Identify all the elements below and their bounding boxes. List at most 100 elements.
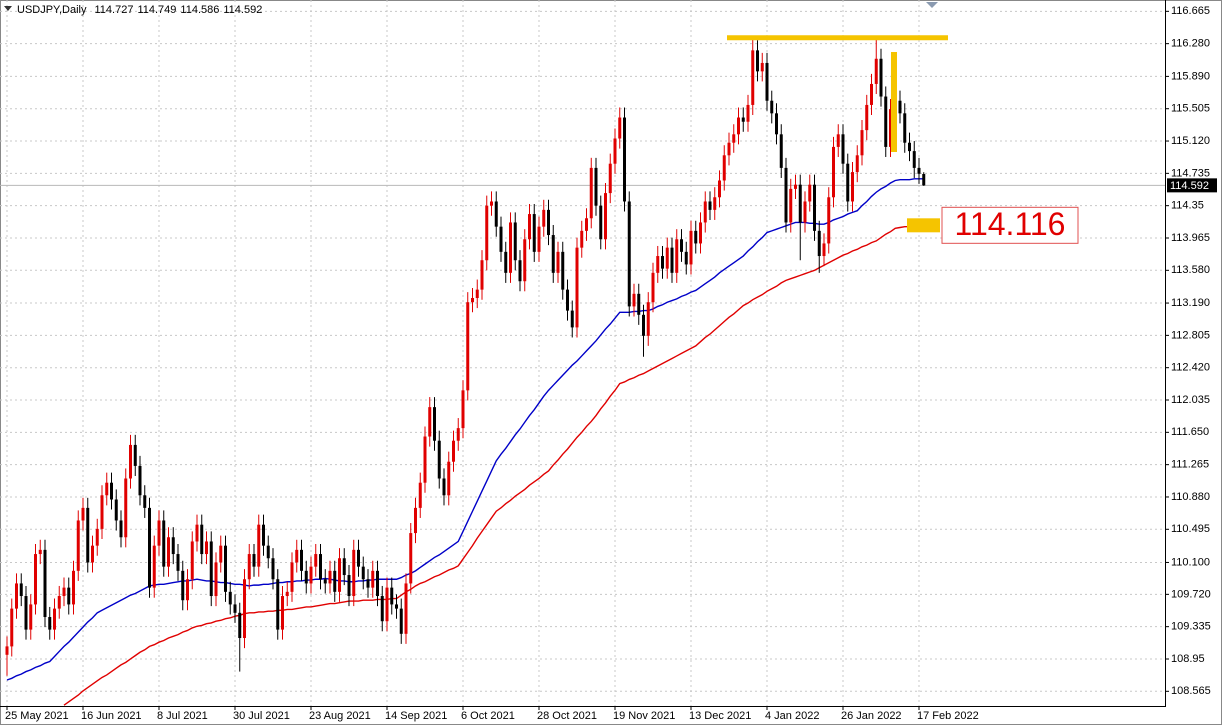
- y-tick-label: 113.190: [1171, 297, 1210, 309]
- candle-body: [43, 549, 47, 618]
- candle-body: [670, 247, 674, 273]
- candle-body: [646, 302, 650, 336]
- candle-body: [72, 570, 75, 605]
- header-open: 114.727: [95, 4, 134, 16]
- candle-body: [874, 58, 878, 84]
- x-tick-label: 25 May 2021: [5, 710, 69, 722]
- candle-body: [257, 524, 261, 567]
- candle-body: [148, 507, 151, 588]
- candle-body: [917, 167, 921, 174]
- candle-body: [884, 96, 888, 147]
- candle-body: [756, 50, 759, 72]
- candle-body: [732, 134, 736, 143]
- candle-body: [889, 109, 892, 147]
- candle-body: [547, 209, 550, 236]
- candle-body: [62, 587, 66, 597]
- candle-body: [100, 495, 104, 529]
- x-tick-label: 26 Jan 2022: [841, 710, 902, 722]
- candle-body: [637, 293, 641, 315]
- candle-body: [499, 226, 503, 252]
- grid: [0, 0, 1165, 706]
- candle-body: [342, 558, 346, 576]
- candle-body: [262, 524, 265, 546]
- x-tick-label: 16 Jun 2021: [81, 710, 142, 722]
- candle-body: [461, 390, 465, 429]
- header-low: 114.586: [180, 4, 219, 16]
- candle-body: [618, 117, 622, 139]
- x-tick-label: 23 Aug 2021: [309, 710, 371, 722]
- y-tick-label: 116.665: [1171, 5, 1210, 17]
- candle-body: [162, 520, 166, 567]
- candle-body: [57, 596, 61, 609]
- candle-body: [404, 583, 408, 634]
- candle-body: [319, 554, 322, 580]
- candle-body: [822, 243, 826, 257]
- candle-body: [765, 62, 769, 101]
- candle-body: [784, 167, 788, 223]
- candle-body: [167, 537, 170, 567]
- candle-body: [827, 197, 831, 244]
- candle-body: [528, 214, 531, 240]
- candle-body: [561, 251, 565, 290]
- candle-body: [523, 239, 527, 282]
- candle-body: [760, 62, 764, 72]
- candle-body: [485, 205, 489, 261]
- x-tick-label: 14 Sep 2021: [385, 710, 447, 722]
- dropdown-arrow[interactable]: [4, 6, 12, 11]
- candle-body: [181, 570, 185, 601]
- candle-body: [665, 247, 669, 269]
- candle-body: [5, 646, 9, 655]
- candle-body: [594, 167, 598, 206]
- candle-body: [908, 142, 911, 152]
- candle-body: [779, 134, 783, 168]
- candle-body: [703, 201, 707, 223]
- candle-body: [219, 545, 223, 563]
- annotation-marker: [907, 218, 940, 233]
- candle-body: [836, 134, 840, 147]
- y-tick-label: 108.565: [1171, 685, 1211, 697]
- y-tick-label: 113.580: [1171, 264, 1210, 276]
- candle-body: [352, 549, 356, 597]
- candle-body: [741, 117, 745, 122]
- candle-body: [67, 587, 71, 605]
- plot: [5, 37, 926, 706]
- candle-body: [537, 226, 541, 252]
- y-tick-label: 111.650: [1171, 426, 1209, 438]
- candle-body: [418, 482, 422, 508]
- chart-header: USDJPY,Daily 114.727 114.749 114.586 114.592: [17, 4, 262, 16]
- y-tick-label: 110.495: [1171, 523, 1210, 535]
- candle-body: [490, 201, 493, 206]
- y-tick-label: 109.335: [1171, 621, 1211, 633]
- y-tick-label: 110.880: [1171, 491, 1210, 503]
- candle-body: [34, 554, 37, 605]
- candle-body: [713, 197, 717, 210]
- candle-body: [722, 155, 726, 181]
- candle-body: [29, 604, 33, 630]
- candle-body: [366, 579, 370, 588]
- candle-body: [395, 604, 398, 609]
- candle-body: [86, 507, 90, 563]
- candle-body: [471, 298, 474, 303]
- candle-body: [380, 596, 384, 622]
- y-tick-label: 108.95: [1171, 653, 1205, 665]
- candle-body: [437, 440, 441, 479]
- candle-body: [152, 545, 156, 588]
- candle-body: [295, 549, 299, 563]
- candle-body: [138, 465, 142, 496]
- candle-body: [699, 222, 702, 244]
- candle-body: [133, 444, 137, 466]
- moving-average: [63, 224, 924, 706]
- candle-body: [200, 524, 204, 555]
- candle-body: [238, 612, 242, 639]
- candle-body: [585, 218, 588, 231]
- candle-body: [513, 222, 517, 261]
- candle-body: [870, 83, 873, 105]
- candle-body: [851, 172, 854, 202]
- candle-body: [855, 155, 859, 173]
- candle-body: [518, 260, 522, 282]
- candle-body: [608, 163, 612, 194]
- candle-body: [91, 545, 94, 563]
- candle-body: [580, 230, 584, 248]
- y-tick-label: 115.120: [1171, 135, 1210, 147]
- candle-body: [632, 293, 636, 307]
